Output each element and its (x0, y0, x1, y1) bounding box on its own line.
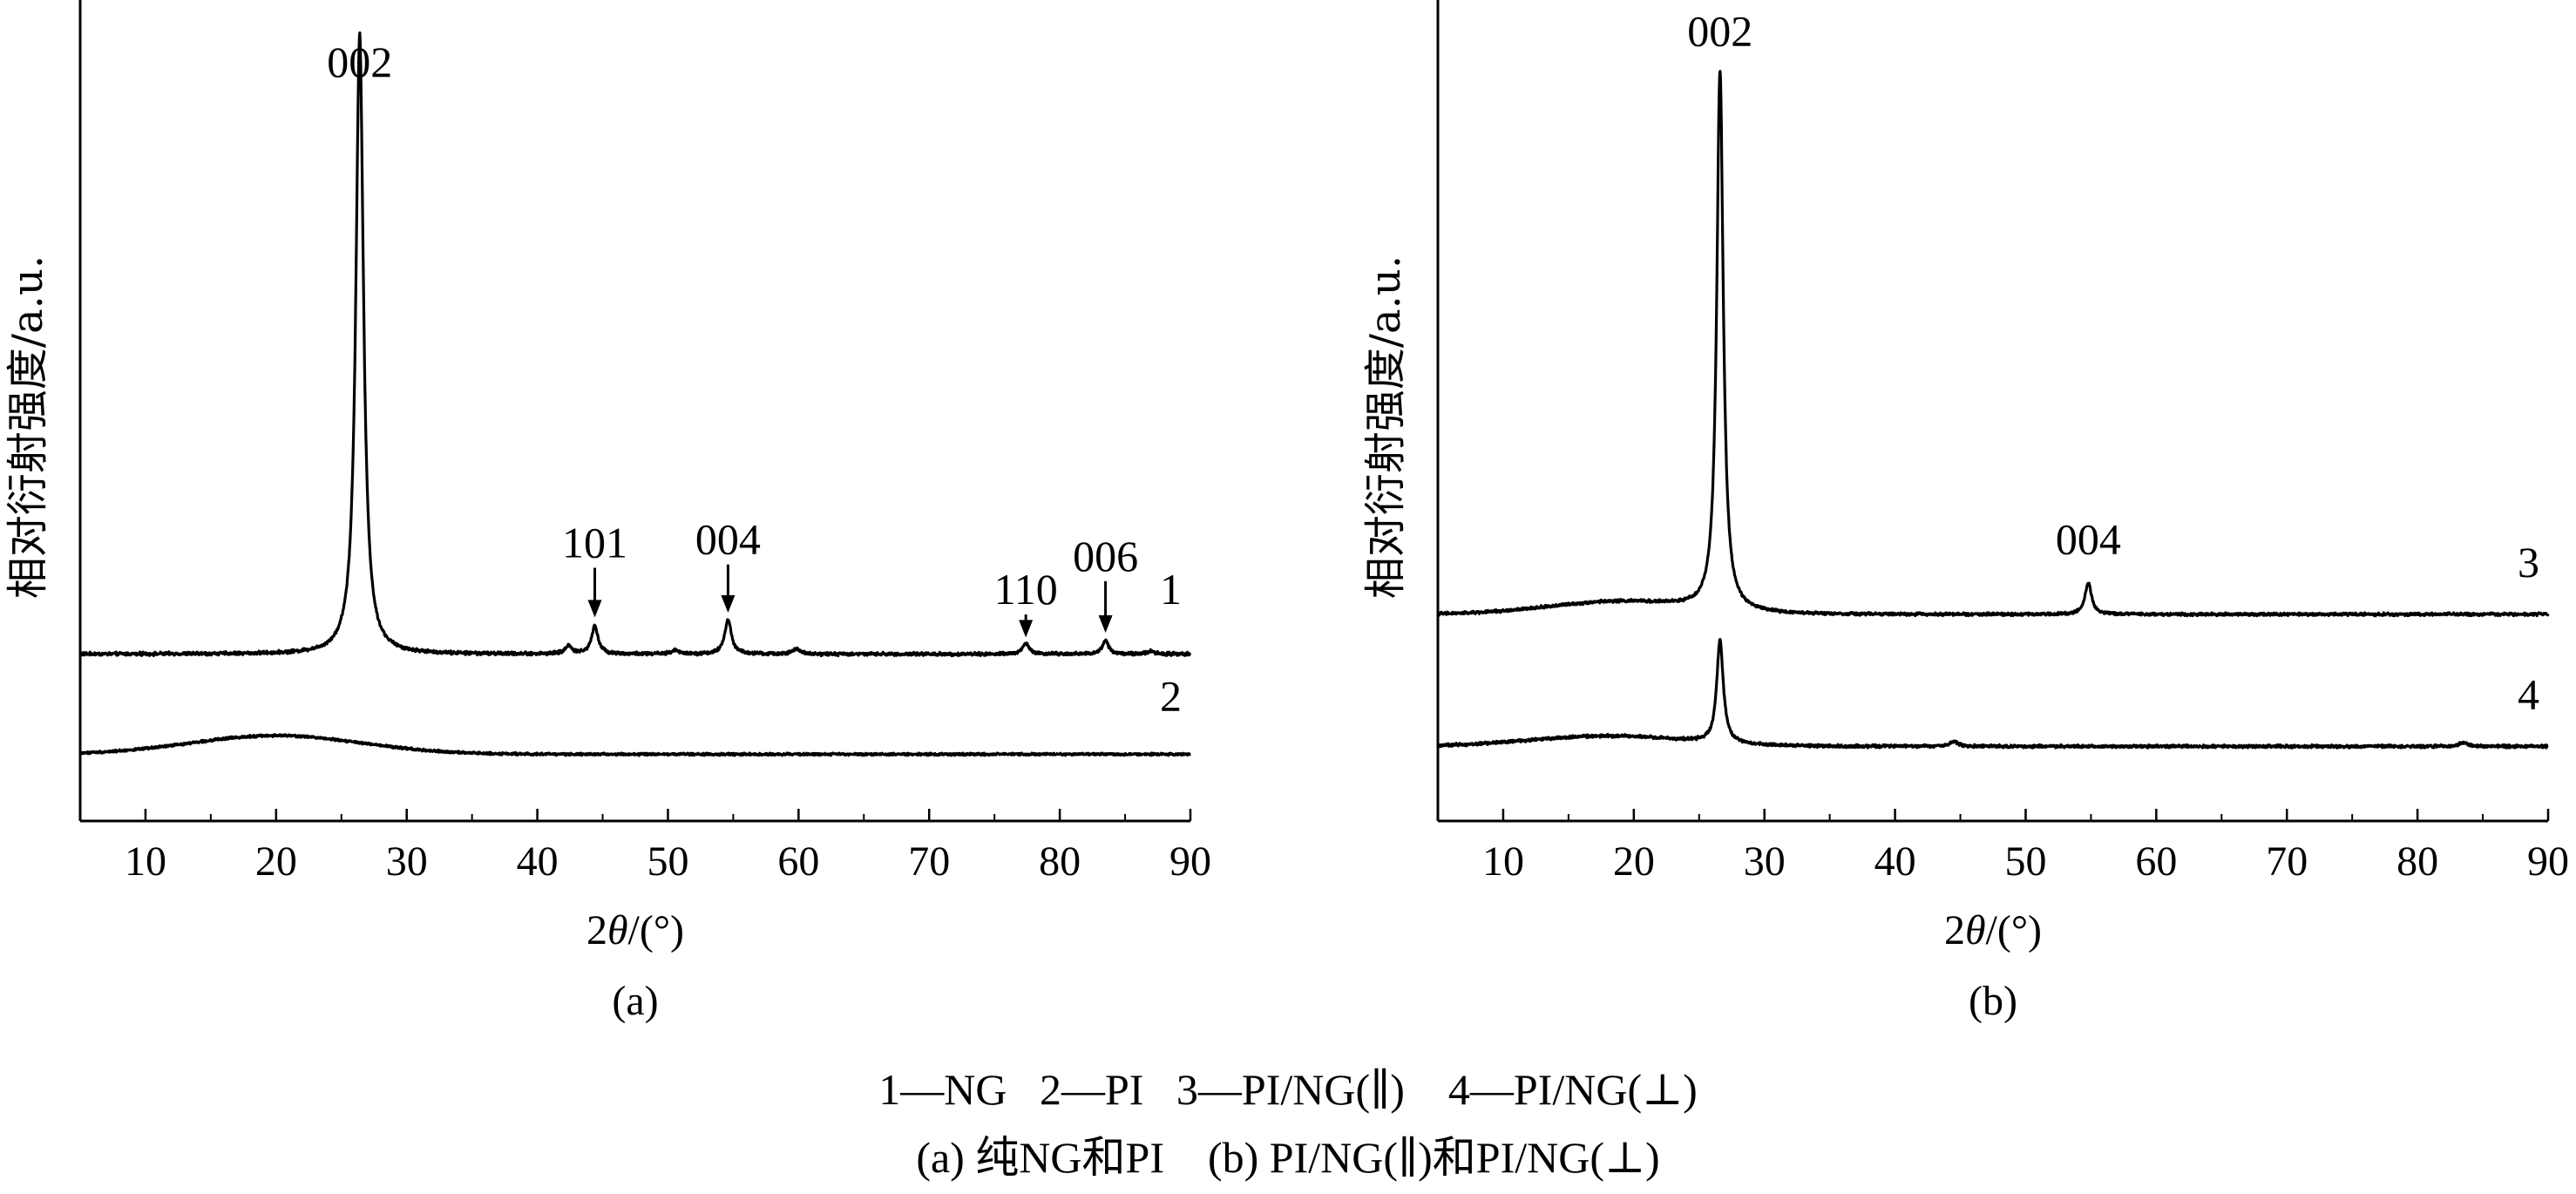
peak-label: 101 (562, 518, 627, 566)
x-tick-label: 10 (125, 838, 166, 885)
series-line-1 (78, 31, 1192, 658)
x-tick-label: 70 (2266, 838, 2308, 885)
curve-label: 1 (1160, 565, 1182, 614)
peak-arrow-head (721, 595, 736, 614)
x-tick-label: 10 (1482, 838, 1524, 885)
subfigure-caption: (a) 纯NG和PI (b) PI/NG(∥)和PI/NG(⊥) (916, 1133, 1660, 1182)
x-axis-label: 2θ/(°) (1944, 907, 2042, 953)
series-line-4 (1436, 637, 2550, 750)
curve-label: 3 (2518, 538, 2539, 587)
y-axis-label: 相对衍射强度/a.u. (3, 255, 52, 599)
x-tick-label: 70 (908, 838, 950, 885)
x-tick-label: 20 (1613, 838, 1655, 885)
x-tick-label: 30 (1744, 838, 1786, 885)
y-axis-label: 相对衍射强度/a.u. (1361, 255, 1410, 599)
x-tick-label: 60 (2135, 838, 2177, 885)
panel-label: (b) (1969, 978, 2017, 1024)
x-axis-label: 2θ/(°) (586, 907, 684, 953)
peak-arrow-head (1019, 620, 1034, 638)
panel-label: (a) (612, 978, 658, 1024)
x-tick-label: 90 (2527, 838, 2569, 885)
curve-label: 4 (2518, 670, 2539, 719)
curve-label: 2 (1160, 672, 1182, 721)
x-tick-label: 50 (2004, 838, 2046, 885)
x-tick-label: 40 (517, 838, 559, 885)
series-line-3 (1436, 70, 2550, 618)
x-tick-label: 50 (647, 838, 688, 885)
x-tick-label: 30 (386, 838, 428, 885)
peak-label: 002 (327, 37, 392, 86)
x-tick-label: 90 (1169, 838, 1211, 885)
x-tick-label: 20 (255, 838, 297, 885)
x-tick-label: 80 (2396, 838, 2438, 885)
peak-arrow-head (587, 600, 602, 618)
legend-caption: 1—NG 2—PI 3—PI/NG(∥) 4—PI/NG(⊥) (878, 1065, 1698, 1114)
x-tick-label: 40 (1874, 838, 1916, 885)
x-tick-label: 80 (1039, 838, 1081, 885)
x-tick-label: 60 (777, 838, 819, 885)
peak-label: 110 (994, 565, 1058, 614)
peak-arrow-head (1098, 615, 1113, 634)
chart-panel-0: 10 20 30 40 50 60 70 80 902θ/(°)相对衍射强度/a.u.00210… (3, 0, 1211, 1024)
peak-label: 002 (1687, 7, 1752, 56)
peak-label: 006 (1073, 532, 1138, 580)
chart-panel-1: 10 20 30 40 50 60 70 80 90 2θ/(°) 相对衍射强度/a.u. 002 00… (1361, 0, 2569, 1024)
series-line-2 (78, 733, 1192, 757)
peak-label: 004 (695, 515, 761, 564)
peak-label: 004 (2056, 515, 2121, 564)
